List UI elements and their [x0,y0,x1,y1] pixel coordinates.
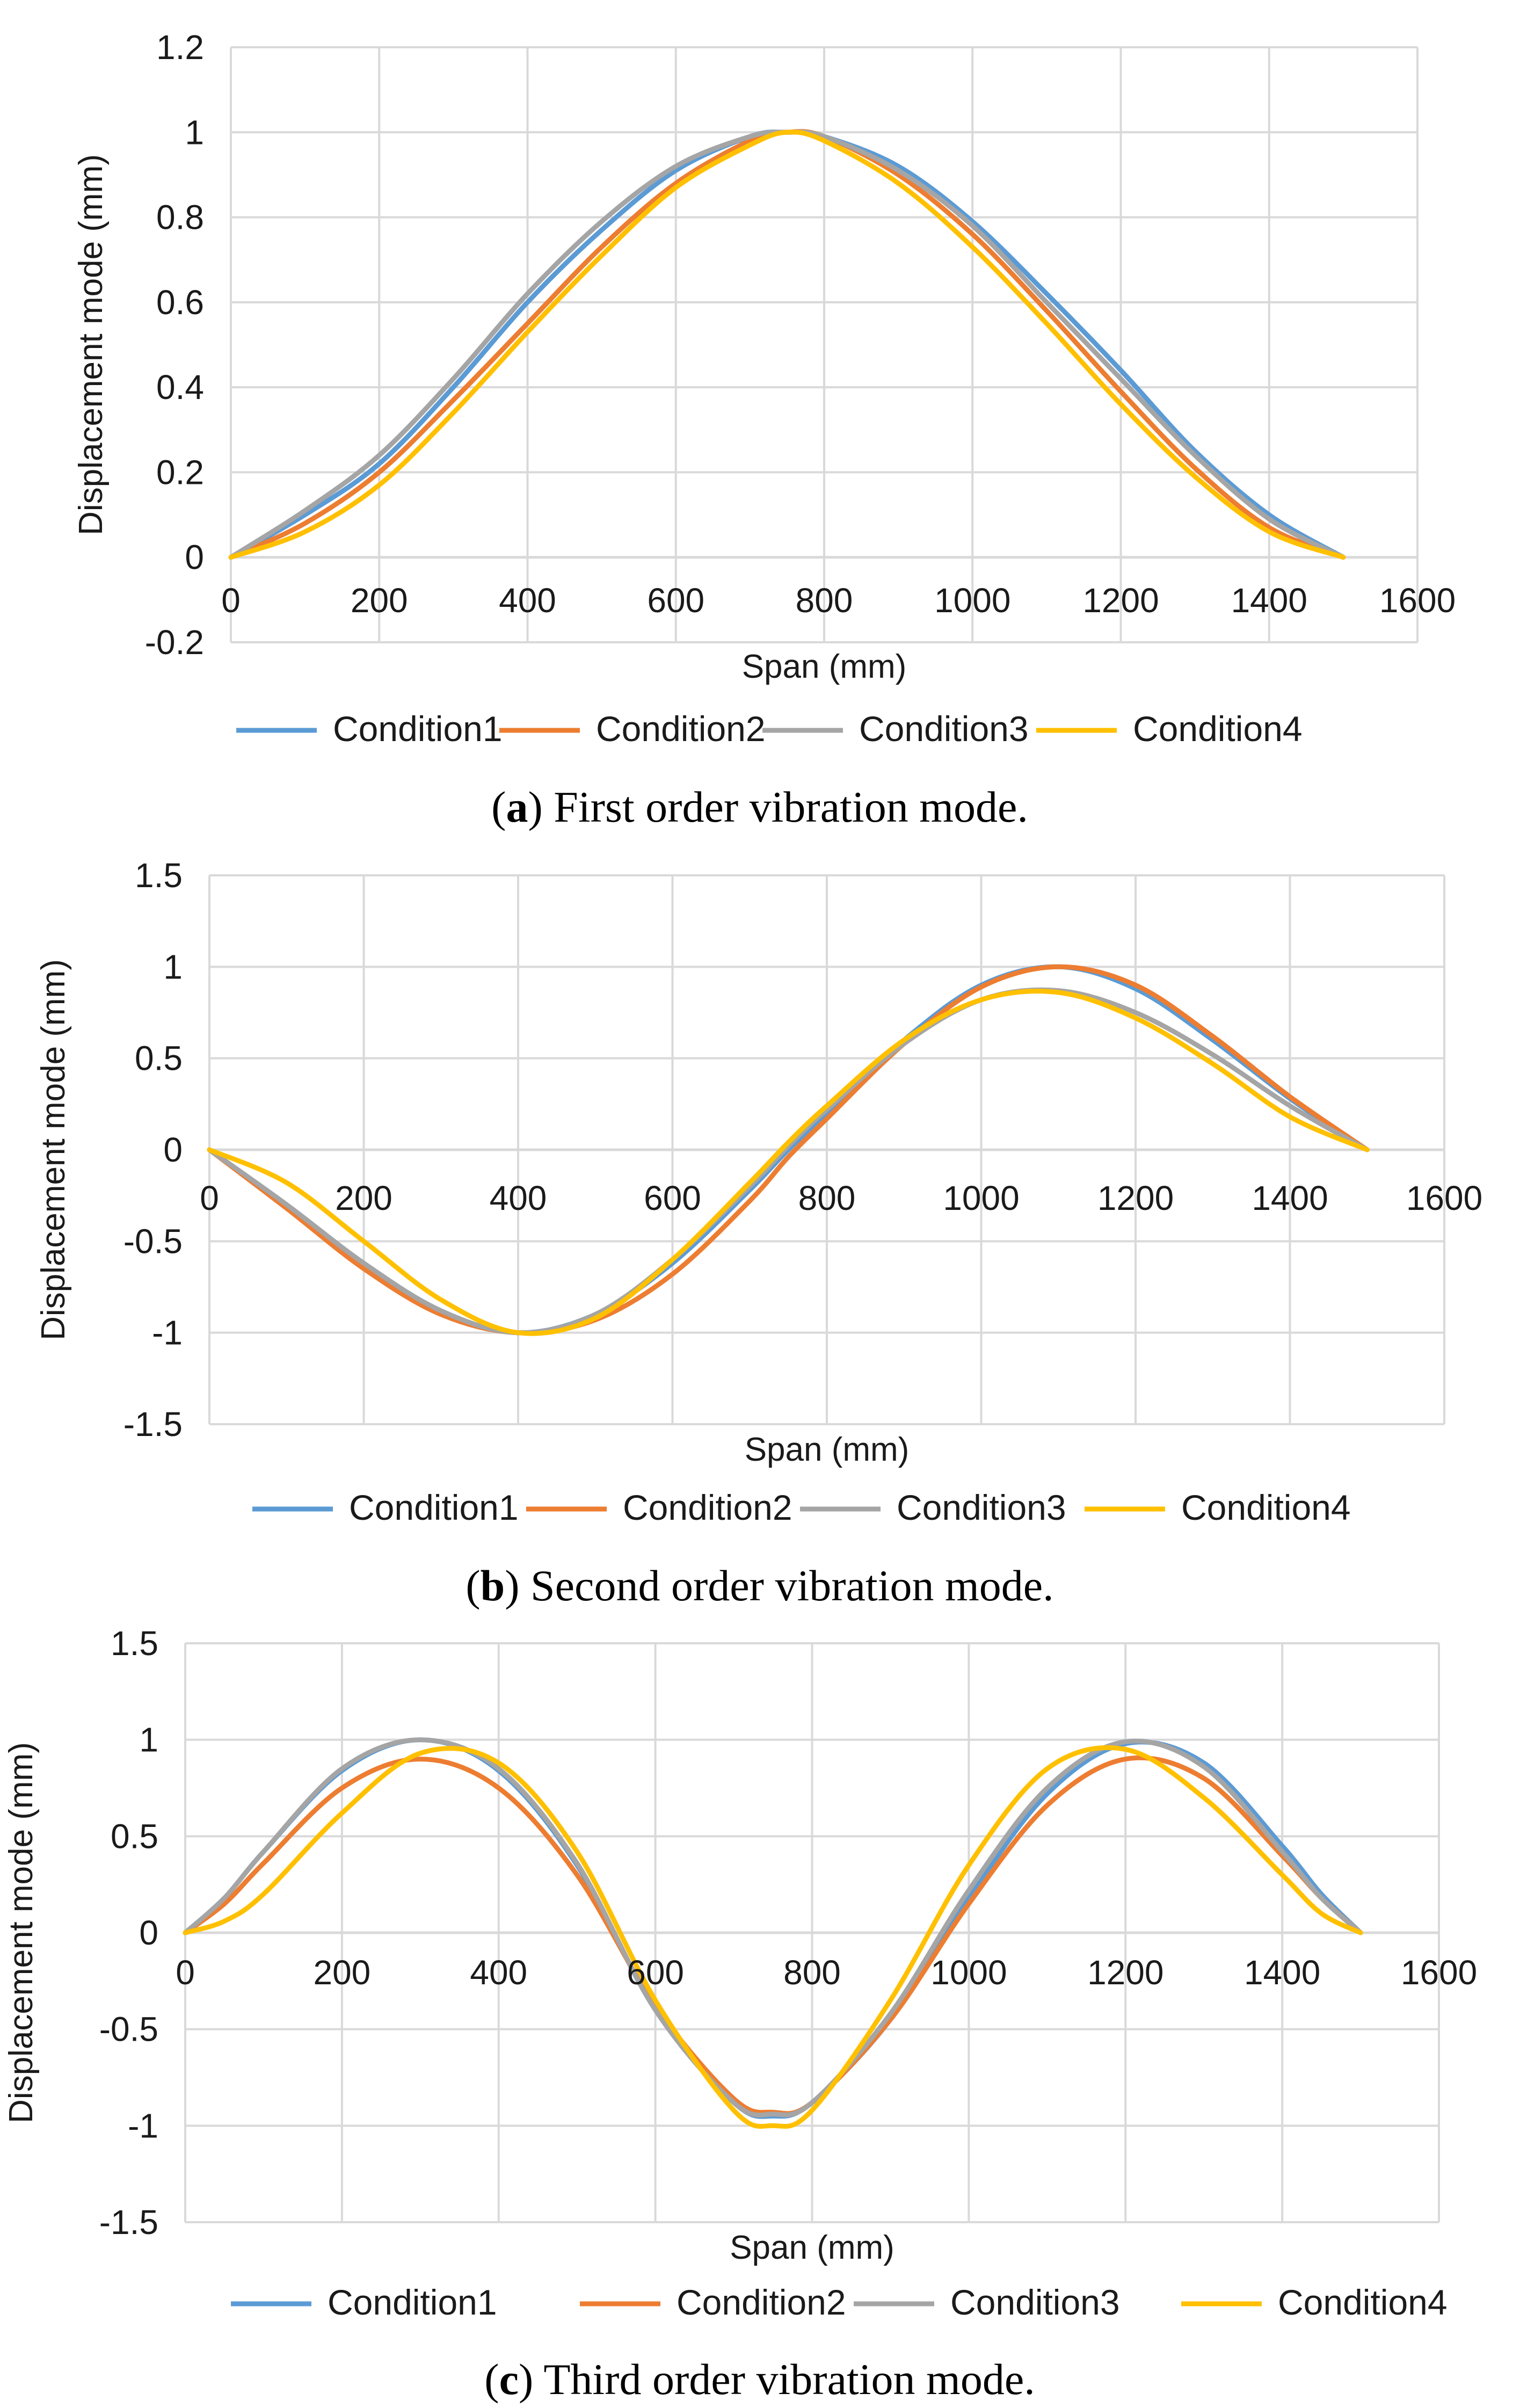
chart-panel-a: -0.2 0 0.2 0.4 0.6 0.8 1 1.2 0 200 400 600 800 1000 12… [72,28,1456,831]
caption-text: First order vibration mode. [554,782,1028,831]
caption-paren-close: ) [528,782,554,831]
x-tick-label: 200 [313,1953,370,1992]
y-axis-label: Displacement mode (mm) [35,959,72,1340]
x-tick-label: 800 [798,1179,856,1217]
series-line-condition4 [228,129,1346,560]
legend: Condition1 Condition2 Condition3 Condition4 [236,709,1303,749]
series-line-condition1 [228,129,1346,560]
y-tick-label: 0.6 [156,283,204,322]
x-tick-label: 200 [335,1179,392,1217]
y-tick-label: -1.5 [99,2203,158,2242]
x-tick-label: 0 [221,581,241,620]
series-line-condition2 [183,1755,1363,2116]
legend-label-condition4: Condition4 [1133,709,1303,749]
caption-paren-open: ( [466,1561,480,1610]
y-tick-label: 0 [163,1130,183,1169]
caption-text: Second order vibration mode. [530,1561,1054,1610]
x-tick-label: 800 [796,581,853,620]
legend-label-condition1: Condition1 [328,2282,497,2322]
x-tick-label: 1000 [934,581,1010,620]
caption-paren-close: ) [519,2355,543,2404]
legend-label-condition1: Condition1 [333,709,503,749]
x-tick-label: 400 [490,1179,547,1217]
y-tick-label: 0 [139,1913,158,1952]
legend: Condition1 Condition2 Condition3 Condition4 [231,2282,1448,2322]
x-tick-label: 600 [644,1179,701,1217]
series-line-condition2 [228,129,1346,560]
x-axis-label: Span (mm) [742,648,907,685]
y-tick-label: -0.5 [99,2010,158,2049]
legend-label-condition2: Condition2 [623,1488,792,1527]
y-axis-label: Displacement mode (mm) [72,154,110,535]
series-line-condition2 [207,964,1370,1336]
x-tick-label: 1200 [1097,1179,1174,1217]
y-tick-label: 1.2 [156,28,204,67]
x-tick-label: 1000 [943,1179,1019,1217]
y-tick-label: -1 [152,1314,183,1352]
legend-label-condition3: Condition3 [897,1488,1066,1527]
x-tick-label: 600 [647,581,704,620]
caption-letter: b [481,1561,505,1610]
panel-caption: (c) Third order vibration mode. [484,2355,1035,2404]
x-tick-label: 400 [470,1953,527,1992]
x-tick-label: 1600 [1401,1953,1477,1992]
y-tick-label: 0.8 [156,198,204,237]
caption-letter: c [499,2355,519,2404]
y-tick-label: -0.2 [145,623,204,662]
y-tick-label: 0.2 [156,453,204,491]
y-tick-label: 1 [163,947,183,986]
x-tick-label: 1200 [1087,1953,1163,1992]
y-tick-label: 0.5 [135,1039,183,1078]
caption-text: Third order vibration mode. [543,2355,1035,2404]
chart-panel-b: -1.5 -1 -0.5 0 0.5 1 1.5 0 200 400 600 800 1000 1200 1… [35,856,1482,1610]
y-tick-label: -1.5 [123,1405,183,1444]
legend-label-condition2: Condition2 [677,2282,846,2322]
series-line-condition4 [183,1745,1363,2129]
y-tick-label: 1.5 [135,856,183,895]
legend-label-condition2: Condition2 [596,709,766,749]
legend-label-condition4: Condition4 [1181,1488,1351,1527]
x-tick-label: 1000 [930,1953,1007,1992]
series-line-condition4 [207,989,1370,1336]
legend-label-condition3: Condition3 [950,2282,1120,2322]
x-tick-label: 1400 [1231,581,1307,620]
series-line-condition3 [228,129,1346,560]
y-tick-label: -0.5 [123,1222,183,1260]
panel-caption: (a) First order vibration mode. [491,782,1028,831]
series-line-condition3 [207,987,1370,1336]
x-tick-label: 1600 [1406,1179,1482,1217]
caption-letter: a [506,782,528,831]
x-tick-label: 1400 [1244,1953,1320,1992]
y-tick-label: 0 [185,538,204,577]
legend-label-condition3: Condition3 [859,709,1029,749]
x-axis-label: Span (mm) [745,1431,910,1468]
x-axis-label: Span (mm) [730,2229,894,2266]
caption-paren-open: ( [484,2355,499,2404]
y-tick-label: 1 [139,1721,158,1759]
chart-panel-c: -1.5 -1 -0.5 0 0.5 1 1.5 0 200 400 600 800 1000 1200 1… [3,1624,1477,2404]
caption-paren-close: ) [505,1561,530,1610]
y-tick-label: 0.4 [156,368,204,407]
x-tick-label: 800 [783,1953,841,1992]
x-tick-label: 1200 [1082,581,1159,620]
x-tick-label: 0 [176,1953,195,1992]
x-tick-label: 1400 [1252,1179,1328,1217]
x-tick-label: 1600 [1379,581,1456,620]
x-tick-label: 0 [200,1179,219,1217]
legend: Condition1 Condition2 Condition3 Condition4 [252,1488,1351,1527]
x-tick-label: 200 [351,581,408,620]
caption-paren-open: ( [491,782,506,831]
y-axis-label: Displacement mode (mm) [3,1742,40,2123]
y-tick-label: 1 [185,113,204,151]
y-tick-label: 1.5 [111,1624,158,1663]
series-line-condition3 [183,1737,1363,2118]
legend-label-condition4: Condition4 [1278,2282,1448,2322]
x-tick-label: 600 [627,1953,684,1992]
x-tick-label: 400 [499,581,556,620]
y-tick-label: -1 [128,2106,158,2145]
y-tick-label: 0.5 [111,1817,158,1855]
panel-caption: (b) Second order vibration mode. [466,1561,1053,1610]
legend-label-condition1: Condition1 [349,1488,519,1527]
